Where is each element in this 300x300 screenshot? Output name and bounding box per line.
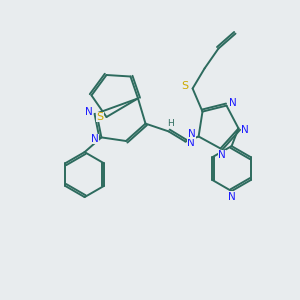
Text: N: N xyxy=(229,98,237,108)
Text: N: N xyxy=(188,129,196,139)
Text: N: N xyxy=(187,138,195,148)
Text: N: N xyxy=(218,150,226,160)
Text: H: H xyxy=(167,118,173,127)
Text: N: N xyxy=(228,191,236,202)
Text: N: N xyxy=(91,134,99,144)
Text: N: N xyxy=(85,107,93,117)
Text: S: S xyxy=(182,80,189,91)
Text: N: N xyxy=(241,125,249,135)
Text: S: S xyxy=(96,112,103,122)
